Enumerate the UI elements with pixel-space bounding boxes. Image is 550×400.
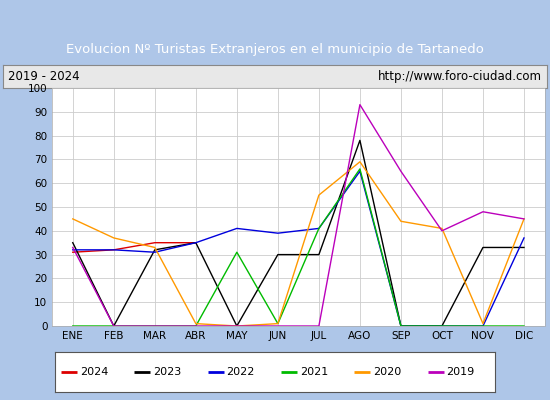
Text: 2024: 2024 [80,367,108,377]
Text: 2019: 2019 [447,367,475,377]
Text: 2022: 2022 [227,367,255,377]
Text: http://www.foro-ciudad.com: http://www.foro-ciudad.com [378,70,542,83]
Text: 2021: 2021 [300,367,328,377]
Text: 2019 - 2024: 2019 - 2024 [8,70,80,83]
Text: 2020: 2020 [373,367,402,377]
Text: Evolucion Nº Turistas Extranjeros en el municipio de Tartanedo: Evolucion Nº Turistas Extranjeros en el … [66,43,484,56]
Text: 2023: 2023 [153,367,182,377]
